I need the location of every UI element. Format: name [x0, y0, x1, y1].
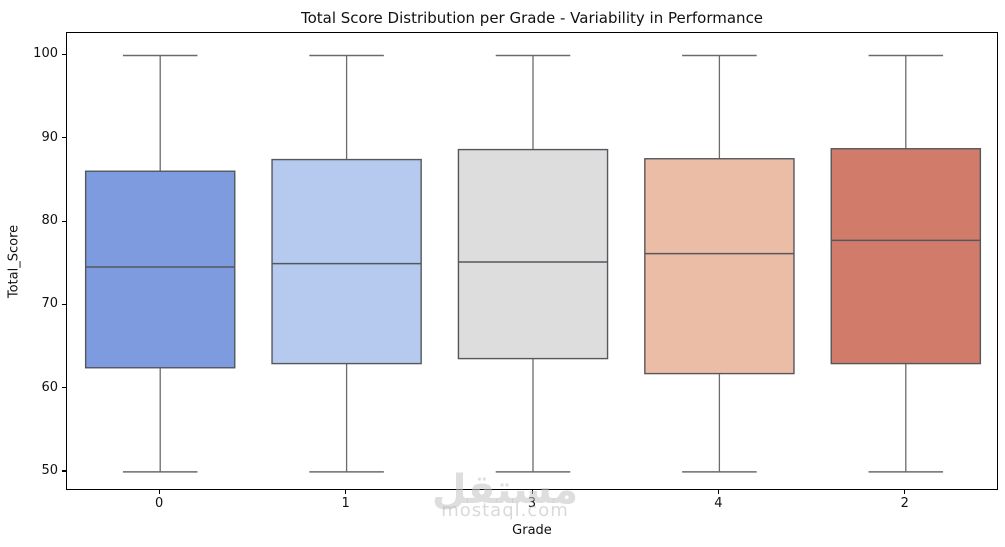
box-grade-4	[644, 54, 795, 473]
y-tick-mark	[62, 53, 66, 56]
x-tick-label-4: 4	[714, 496, 723, 511]
box-grade-3	[457, 54, 609, 473]
y-tick-label-100: 100	[33, 46, 58, 62]
y-tick-mark	[62, 220, 66, 222]
y-tick-label-70: 70	[41, 296, 58, 312]
x-tick-label-0: 0	[155, 496, 164, 511]
y-tick-label-60: 60	[41, 379, 58, 395]
chart-title: Total Score Distribution per Grade - Var…	[300, 9, 764, 27]
box-grade-2	[830, 54, 982, 473]
x-tick-label-1: 1	[341, 496, 350, 511]
box-grade-1	[271, 54, 422, 473]
y-tick-mark	[62, 303, 66, 305]
x-tick-mark	[717, 490, 720, 494]
y-tick-mark	[62, 387, 66, 389]
x-tick-label-3: 3	[527, 496, 537, 511]
plot-area	[66, 32, 998, 490]
y-tick-label-80: 80	[41, 213, 58, 229]
x-tick-mark	[158, 490, 160, 494]
x-tick-mark	[904, 490, 906, 494]
x-tick-label-2: 2	[900, 496, 909, 511]
y-tick-mark	[62, 470, 66, 472]
x-tick-mark	[531, 490, 533, 494]
y-tick-label-90: 90	[41, 129, 58, 145]
boxplot-svg	[84, 54, 982, 473]
y-tick-mark	[62, 137, 66, 139]
x-axis-label: Grade	[512, 523, 552, 538]
x-tick-mark	[345, 490, 347, 494]
box-grade-0	[84, 54, 236, 473]
y-tick-label-50: 50	[41, 462, 58, 478]
